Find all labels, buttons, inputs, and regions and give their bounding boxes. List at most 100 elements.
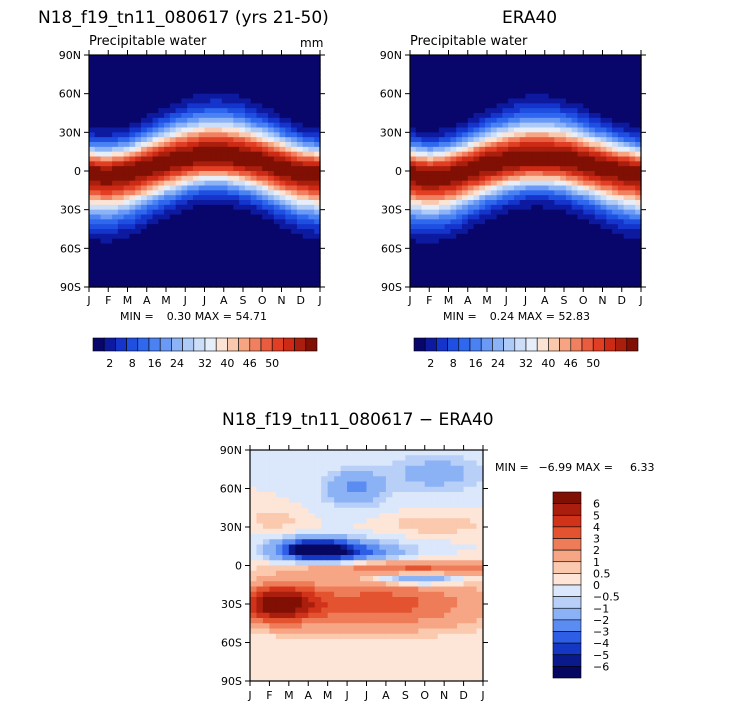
p2-field-cell	[433, 103, 440, 109]
p1-field-cell	[169, 64, 177, 71]
p3-field-cell	[269, 502, 277, 509]
p3-field-cell	[314, 633, 322, 640]
p1-field-cell	[192, 229, 200, 235]
p2-field-cell	[467, 59, 475, 66]
p3-field-cell	[321, 460, 329, 467]
p2-field-cell	[444, 204, 452, 211]
p2-field-cell	[467, 98, 475, 104]
p1-field-cell	[112, 74, 119, 80]
p1-field-cell	[273, 166, 281, 172]
p2-field-cell	[560, 171, 567, 177]
p1-field-cell	[233, 74, 240, 80]
p3-field-cell	[347, 586, 355, 593]
p1-field-cell	[221, 267, 229, 274]
p2-field-cell	[490, 69, 498, 75]
p1-field-cell	[198, 185, 206, 191]
p1-field-cell	[106, 108, 113, 114]
p2-field-cell	[415, 79, 423, 85]
p1-field-cell	[187, 171, 194, 177]
p1-field-cell	[94, 88, 102, 95]
p3-field-cell	[295, 649, 303, 656]
p2-ytick-label: 90S	[381, 281, 402, 294]
p2-field-cell	[583, 267, 590, 274]
p2-field-cell	[415, 282, 423, 288]
p2-field-cell	[629, 146, 636, 153]
p1-field-cell	[181, 175, 188, 182]
p2-field-cell	[450, 59, 457, 66]
p2-field-cell	[571, 200, 579, 206]
p2-field-cell	[554, 224, 561, 230]
p1-field-cell	[198, 122, 206, 129]
p1-field-cell	[308, 137, 315, 143]
p1-field-cell	[112, 88, 119, 95]
p2-field-cell	[479, 69, 486, 75]
p3-field-cell	[288, 654, 296, 661]
p2-field-cell	[583, 117, 590, 124]
p2-field-cell	[531, 171, 538, 177]
p3-field-cell	[327, 492, 335, 498]
p1-field-cell	[314, 166, 321, 172]
p2-field-cell	[502, 127, 509, 133]
p2-field-cell	[542, 142, 550, 148]
p1-field-cell	[227, 122, 234, 129]
p1-field-cell	[169, 93, 177, 100]
p3-field-cell	[353, 544, 361, 551]
p3-field-cell	[385, 528, 393, 535]
p2-field-cell	[554, 88, 561, 95]
p2-field-cell	[438, 200, 446, 206]
p2-field-cell	[456, 55, 463, 61]
p2-field-cell	[594, 243, 602, 249]
p3-field-cell	[308, 597, 316, 603]
p2-field-cell	[438, 55, 446, 61]
p3-field-cell	[314, 602, 322, 609]
p1-field-cell	[164, 267, 171, 274]
p1-field-cell	[239, 74, 246, 80]
p3-field-cell	[308, 549, 316, 556]
p3-field-cell	[250, 576, 258, 582]
p3-field-cell	[256, 639, 264, 645]
p1-field-cell	[106, 84, 113, 90]
p2-field-cell	[450, 258, 457, 264]
p1-field-cell	[296, 248, 304, 254]
p3-field-cell	[340, 628, 348, 635]
p2-field-cell	[617, 108, 625, 114]
p3-field-cell	[347, 665, 355, 672]
p1-field-cell	[164, 156, 171, 162]
p1-field-cell	[233, 108, 240, 114]
p1-xtick-label: F	[105, 294, 111, 307]
p1-field-cell	[129, 117, 136, 124]
p3-field-cell	[282, 670, 290, 677]
p2-field-cell	[519, 277, 527, 283]
p1-field-cell	[198, 79, 206, 85]
p2-field-cell	[502, 229, 509, 235]
p2-field-cell	[508, 248, 515, 254]
p2-field-cell	[594, 238, 602, 245]
p2-field-cell	[438, 69, 446, 75]
p1-field-cell	[204, 195, 211, 201]
p1-ytick-label: 30N	[59, 126, 81, 139]
p1-field-cell	[285, 88, 292, 95]
p1-field-cell	[123, 103, 131, 109]
p1-field-cell	[187, 127, 194, 133]
p3-field-cell	[275, 602, 283, 609]
p1-field-cell	[100, 59, 107, 66]
p1-field-cell	[94, 151, 102, 158]
p3-field-cell	[295, 486, 303, 493]
p2-field-cell	[450, 233, 457, 240]
p1-field-cell	[94, 59, 102, 66]
p1-field-cell	[89, 282, 96, 288]
p1-field-cell	[279, 142, 286, 148]
p2-field-cell	[594, 180, 602, 187]
p1-field-cell	[158, 64, 165, 71]
p2-field-cell	[444, 185, 452, 191]
p1-field-cell	[308, 185, 315, 191]
p2-field-cell	[565, 258, 573, 264]
p1-field-cell	[89, 88, 96, 95]
p1-field-cell	[198, 272, 206, 278]
p3-field-cell	[288, 471, 296, 477]
p1-field-cell	[152, 132, 159, 138]
p1-field-cell	[216, 214, 223, 220]
p2-field-cell	[525, 171, 532, 177]
p3-field-cell	[269, 523, 277, 530]
